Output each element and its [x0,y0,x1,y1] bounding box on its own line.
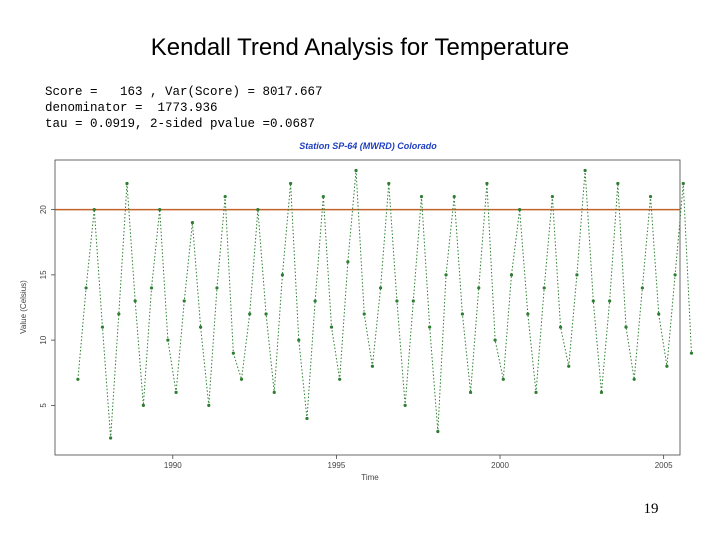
data-point [231,351,235,355]
data-point [550,194,554,199]
data-point [575,273,579,277]
data-point [436,429,440,434]
data-point [338,377,342,381]
data-point [542,286,546,290]
data-point [608,299,612,303]
data-point [477,286,481,290]
data-point [174,390,178,394]
data-point [133,299,137,303]
series-line [77,170,692,439]
data-point [207,403,211,407]
data-point [485,181,489,186]
data-point [419,194,424,199]
data-point [362,312,366,316]
data-point [452,194,456,199]
x-axis-label: Time [361,473,379,482]
data-point [395,299,399,303]
data-point [378,286,383,290]
data-point [370,364,375,368]
data-point [92,208,96,212]
data-point [681,181,685,186]
data-point [149,286,154,290]
data-point [534,390,538,394]
data-point [526,312,530,316]
data-point [158,208,162,212]
data-point [599,390,604,394]
data-point [501,377,505,381]
data-point [125,181,129,186]
data-point [591,299,595,303]
data-point [305,416,309,421]
data-point [117,312,121,316]
data-point [558,325,563,329]
data-point [624,325,628,329]
data-point [199,325,203,329]
plot-frame [54,159,681,456]
data-point [616,181,620,186]
stat-line: tau = 0.0919, 2-sided pvalue =0.0687 [45,117,315,131]
data-point [272,390,276,394]
data-point [657,312,661,316]
data-point [248,312,252,316]
page-number: 19 [644,501,659,517]
data-point [190,221,195,225]
y-tick-label: 20 [39,205,48,214]
data-point [689,351,694,355]
data-point [264,312,268,316]
data-point [256,208,260,212]
data-point [313,299,317,303]
chart-title: Station SP-64 (MWRD) Colorado [299,141,437,151]
data-point [411,299,415,303]
y-axis-label: Value (Celsius) [19,280,28,334]
slide-title: Kendall Trend Analysis for Temperature [151,34,569,61]
stat-line: denominator = 1773.936 [45,101,218,115]
data-point [223,194,227,199]
data-point [632,377,636,381]
data-point [583,168,587,173]
data-point [387,181,391,186]
data-point [321,194,325,199]
data-point [84,286,88,290]
data-point [468,390,473,394]
data-point [280,273,285,277]
x-tick-label: 2005 [655,461,673,470]
y-tick-label: 15 [39,270,48,279]
data-point [518,208,522,212]
stat-line: Score = 163 , Var(Score) = 8017.667 [45,85,323,99]
data-point [109,436,113,440]
data-point [640,286,644,290]
data-point [444,273,448,277]
y-tick-label: 5 [39,403,48,408]
data-point [329,325,334,329]
y-tick-label: 10 [39,335,48,344]
data-point [239,377,244,381]
data-point [215,286,219,290]
x-tick-label: 1995 [328,461,346,470]
data-point [403,403,407,407]
data-point [76,377,80,381]
data-point [673,273,677,277]
data-point [182,299,186,303]
data-point [493,338,497,342]
data-point [297,338,301,342]
data-point [567,364,571,368]
data-point [346,260,350,264]
data-point [665,364,669,368]
data-point [354,168,358,173]
data-point [509,273,514,277]
data-point [428,325,432,329]
data-point [166,338,170,342]
x-tick-label: 2000 [491,461,509,470]
data-point [141,403,145,407]
x-tick-label: 1990 [164,461,182,470]
data-point [460,312,464,316]
data-point [289,181,293,186]
data-point [100,325,105,329]
data-point [648,194,653,199]
